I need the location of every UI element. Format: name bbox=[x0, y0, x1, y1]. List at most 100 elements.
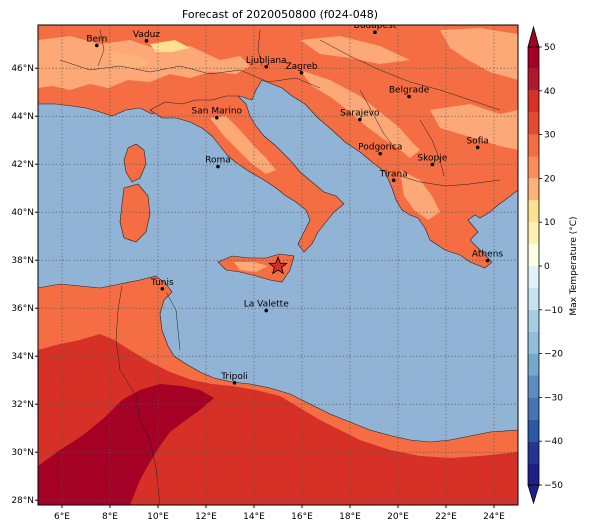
lon-tick-label: 12°E bbox=[195, 512, 217, 522]
east-light bbox=[440, 28, 518, 80]
city-dot bbox=[216, 164, 220, 169]
colorbar-segment bbox=[528, 266, 539, 288]
colorbar-segment bbox=[528, 178, 539, 201]
city-dot bbox=[358, 117, 362, 122]
city-label: La Valette bbox=[244, 300, 289, 310]
lon-tick-label: 8°E bbox=[102, 512, 118, 522]
colorbar-segment bbox=[528, 419, 539, 442]
colorbar-extend-min bbox=[527, 484, 540, 505]
lon-tick-label: 22°E bbox=[435, 512, 457, 522]
borders bbox=[59, 29, 501, 505]
dinaric-light bbox=[300, 70, 420, 158]
colorbar-segment bbox=[528, 90, 539, 113]
greece-light bbox=[400, 170, 440, 220]
colorbar-segment bbox=[528, 353, 539, 376]
lat-tick-label: 28°N bbox=[11, 496, 34, 506]
city-label: Ljubljana bbox=[246, 56, 287, 66]
lon-tick-label: 20°E bbox=[387, 512, 409, 522]
colorbar-segment bbox=[528, 441, 539, 464]
city-dot bbox=[215, 115, 219, 120]
colorbar-segment bbox=[528, 463, 539, 485]
city-label: San Marino bbox=[192, 107, 243, 117]
lon-tick-label: 18°E bbox=[339, 512, 361, 522]
city-label: Bern bbox=[86, 34, 107, 44]
colorbar-segment bbox=[528, 309, 539, 332]
colorbar-tick-label: −10 bbox=[544, 306, 563, 316]
city-label: Budapest bbox=[354, 21, 397, 31]
colorbar-extend-max bbox=[527, 25, 540, 48]
longitude-axis: 6°E 8°E 10°E 12°E 14°E 16°E 18°E 20°E 22°E 24°E bbox=[54, 505, 505, 522]
lat-tick-label: 42°N bbox=[11, 160, 34, 170]
colorbar-segment bbox=[528, 375, 539, 398]
colorbar-tick-label: 50 bbox=[544, 43, 556, 53]
alps-core-2 bbox=[110, 52, 150, 70]
star-marker bbox=[268, 256, 288, 275]
city-dot bbox=[485, 258, 490, 263]
city-dot bbox=[391, 178, 396, 183]
colorbar-segment bbox=[528, 222, 539, 245]
colorbar-segment bbox=[528, 331, 539, 354]
colorbar-segment bbox=[528, 47, 539, 69]
africa-very-hot-2 bbox=[150, 396, 200, 420]
colorbar: 50 40 30 20 10 0 −10 −20 −30 −40 −50 bbox=[527, 25, 563, 505]
colorbar-tick-label: −20 bbox=[544, 350, 563, 360]
location-marker bbox=[268, 256, 288, 275]
colorbar-segment bbox=[528, 287, 539, 310]
city-label: Tirana bbox=[379, 169, 408, 179]
lat-tick-label: 40°N bbox=[11, 208, 34, 218]
apennine-light bbox=[210, 116, 276, 174]
lon-tick-label: 24°E bbox=[483, 512, 505, 522]
lon-tick-label: 16°E bbox=[291, 512, 313, 522]
city-dot bbox=[378, 151, 383, 156]
colorbar-segment bbox=[528, 244, 539, 266]
city-dot bbox=[264, 308, 269, 313]
alps-core bbox=[150, 40, 190, 52]
colorbar-tick-label: 30 bbox=[544, 131, 556, 141]
colorbar-tick-label: −50 bbox=[544, 481, 563, 491]
city-label: Podgorica bbox=[358, 143, 402, 153]
lat-tick-label: 46°N bbox=[11, 64, 34, 74]
lat-tick-label: 38°N bbox=[11, 256, 34, 266]
city-dot bbox=[475, 145, 480, 150]
city-label: Sarajevo bbox=[340, 109, 380, 119]
city-dot bbox=[407, 94, 411, 99]
city-dot bbox=[299, 70, 304, 75]
city-label: Athens bbox=[472, 250, 503, 260]
city-dot bbox=[264, 64, 269, 69]
lon-tick-label: 6°E bbox=[54, 512, 70, 522]
colorbar-tick-label: 10 bbox=[544, 218, 556, 228]
colorbar-tick-label: −30 bbox=[544, 393, 563, 403]
lon-tick-label: 14°E bbox=[243, 512, 265, 522]
city-label: Tunis bbox=[150, 278, 174, 288]
city-dot bbox=[232, 381, 237, 385]
balkan-light bbox=[430, 104, 518, 150]
city-label: Sofia bbox=[466, 136, 488, 146]
city-label: Zagreb bbox=[285, 62, 317, 72]
map-frame bbox=[37, 24, 519, 506]
colorbar-label: Max Temperature (°C) bbox=[569, 216, 579, 315]
land-sardinia bbox=[119, 183, 151, 243]
colorbar-tick-label: −40 bbox=[544, 437, 563, 447]
colorbar-tick-label: 20 bbox=[544, 174, 556, 184]
colorbar-tick-label: 40 bbox=[544, 87, 556, 97]
city-label: Vaduz bbox=[133, 30, 160, 40]
lat-tick-label: 36°N bbox=[11, 304, 34, 314]
pannonian-light bbox=[300, 36, 410, 64]
city-label: Roma bbox=[205, 156, 231, 166]
city-dot bbox=[430, 162, 435, 167]
gridlines bbox=[38, 25, 518, 505]
land-italy bbox=[149, 95, 345, 253]
map-title: Forecast of 2020050800 (f024-048) bbox=[182, 8, 378, 21]
city-dot bbox=[144, 39, 149, 43]
lat-tick-label: 30°N bbox=[11, 448, 34, 458]
sicily-light bbox=[234, 262, 268, 272]
lat-tick-label: 32°N bbox=[11, 400, 34, 410]
lat-tick-label: 34°N bbox=[11, 352, 34, 362]
city-label: Tripoli bbox=[220, 372, 248, 382]
colorbar-segment bbox=[528, 156, 539, 179]
colorbar-segment bbox=[528, 112, 539, 135]
city-label: Belgrade bbox=[389, 86, 430, 96]
colorbar-segment bbox=[528, 200, 539, 223]
